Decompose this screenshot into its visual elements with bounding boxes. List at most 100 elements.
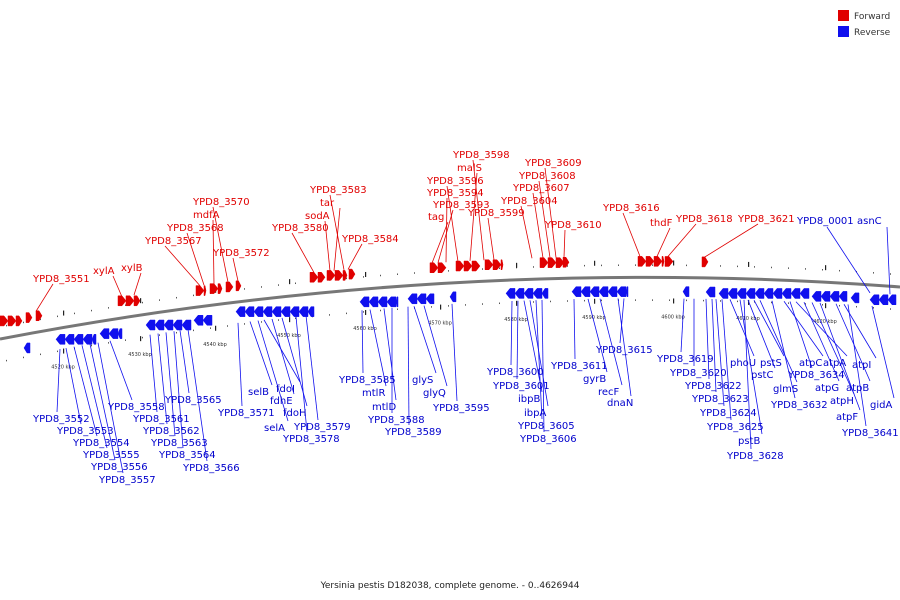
major-tick: [440, 304, 442, 310]
forward-leader-line: [112, 275, 123, 298]
reverse-gene-label: YPD8_3641: [841, 428, 899, 439]
minor-tick: [567, 300, 568, 302]
reverse-leader-line: [705, 298, 710, 380]
minor-tick: [465, 304, 466, 306]
reverse-gene-label: pstS: [760, 358, 782, 369]
minor-tick: [397, 273, 398, 275]
reverse-gene-label: YPD8_3600: [486, 367, 544, 378]
reverse-gene-arrow: [271, 306, 282, 317]
reverse-gene-arrow: [625, 286, 629, 297]
reverse-leader-line: [729, 299, 755, 357]
reverse-gene-label: YPD8_3634: [787, 370, 845, 381]
minor-tick: [278, 284, 279, 286]
reverse-gene-label: YPD8_3563: [150, 438, 208, 449]
reverse-leader-line: [771, 300, 796, 399]
minor-tick: [159, 299, 160, 301]
reverse-gene-arrow: [172, 319, 183, 331]
forward-leader-line: [704, 223, 759, 258]
minor-tick: [754, 266, 755, 268]
reverse-leader-line: [295, 316, 308, 433]
reverse-gene-label: YPD8_3557: [98, 475, 156, 486]
reverse-gene-label: atpB: [846, 383, 869, 394]
reverse-gene-label: atpF: [836, 412, 858, 423]
forward-gene-label: YPD8_3618: [675, 214, 733, 225]
reverse-leader-line: [789, 301, 813, 369]
major-tick: [63, 310, 65, 316]
reverse-gene-label: pstC: [751, 370, 773, 381]
forward-leader-line: [35, 283, 54, 312]
minor-tick: [261, 286, 262, 288]
forward-gene-label: YPD8_3584: [341, 234, 399, 245]
forward-gene-arrow: [195, 285, 205, 296]
minor-tick: [142, 301, 143, 304]
minor-tick: [108, 307, 109, 309]
reverse-gene-arrow: [307, 306, 315, 317]
forward-gene-arrow: [484, 259, 494, 270]
minor-tick: [142, 336, 143, 339]
minor-tick: [363, 311, 364, 313]
forward-gene-label: sodA: [305, 211, 330, 222]
major-tick: [63, 348, 65, 354]
forward-gene-arrow: [463, 260, 473, 272]
reverse-gene-arrow: [280, 306, 291, 317]
forward-leader-line: [487, 217, 495, 260]
reverse-gene-arrow: [163, 319, 174, 331]
minor-tick: [40, 353, 41, 356]
forward-gene-arrow: [326, 270, 336, 281]
reverse-gene-label: atpC: [799, 358, 822, 369]
reverse-gene-label: pstB: [738, 436, 760, 447]
minor-tick: [601, 299, 602, 302]
minor-tick: [295, 282, 296, 285]
reverse-gene-arrow: [745, 288, 756, 299]
forward-leader-line: [532, 192, 544, 258]
forward-gene-arrow: [492, 259, 502, 270]
reverse-gene-arrow: [532, 288, 543, 299]
reverse-leader-line: [510, 300, 513, 366]
minor-tick: [91, 344, 92, 347]
forward-gene-arrow: [429, 262, 439, 273]
minor-tick: [601, 264, 602, 267]
reverse-gene-arrow: [541, 288, 549, 299]
reverse-leader-line: [795, 301, 848, 357]
reverse-gene-arrow: [718, 288, 729, 299]
major-tick: [289, 317, 291, 323]
major-tick: [516, 262, 518, 268]
major-tick: [289, 279, 291, 285]
forward-leader-line: [133, 272, 142, 296]
reverse-gene-arrow: [108, 328, 119, 339]
forward-gene-label: tag: [428, 212, 444, 223]
reverse-gene-label: YPD8_3624: [699, 408, 757, 419]
reverse-leader-line: [711, 299, 717, 393]
forward-gene-arrow: [562, 257, 570, 268]
reverse-gene-label: YPD8_3553: [56, 426, 114, 437]
reverse-leader-line: [619, 298, 625, 344]
forward-gene-label: YPD8_3616: [602, 203, 660, 214]
minor-tick: [805, 268, 806, 270]
tick-label: 4620 kbp: [813, 319, 837, 325]
forward-gene-arrow: [209, 283, 219, 294]
minor-tick: [533, 301, 534, 303]
reverse-leader-line: [361, 310, 364, 374]
reverse-gene-label: YPD8_3632: [770, 400, 828, 411]
forward-gene-label: YPD8_3583: [309, 185, 367, 196]
reverse-gene-label: YPD8_3558: [107, 402, 165, 413]
reverse-gene-arrow: [193, 315, 204, 326]
forward-gene-arrow: [455, 260, 465, 272]
forward-leader-line: [472, 159, 485, 261]
reverse-gene-label: atpG: [815, 383, 839, 394]
reverse-gene-arrow: [386, 296, 397, 308]
minor-tick: [6, 324, 7, 327]
reverse-gene-label: fdoH: [283, 408, 307, 419]
reverse-gene-label: YPD8_3625: [706, 422, 764, 433]
label-leaders: [35, 159, 895, 474]
forward-leader-line: [232, 257, 239, 281]
reverse-gene-label: YPD8_3601: [492, 381, 550, 392]
minor-tick: [737, 300, 738, 303]
reverse-gene-label: YPD8_3620: [669, 368, 727, 379]
reverse-gene-label: phoU: [730, 358, 756, 369]
minor-tick: [210, 327, 211, 329]
reverse-gene-arrow: [598, 286, 609, 297]
forward-leader-line: [347, 243, 363, 270]
forward-gene-arrow: [637, 256, 647, 267]
